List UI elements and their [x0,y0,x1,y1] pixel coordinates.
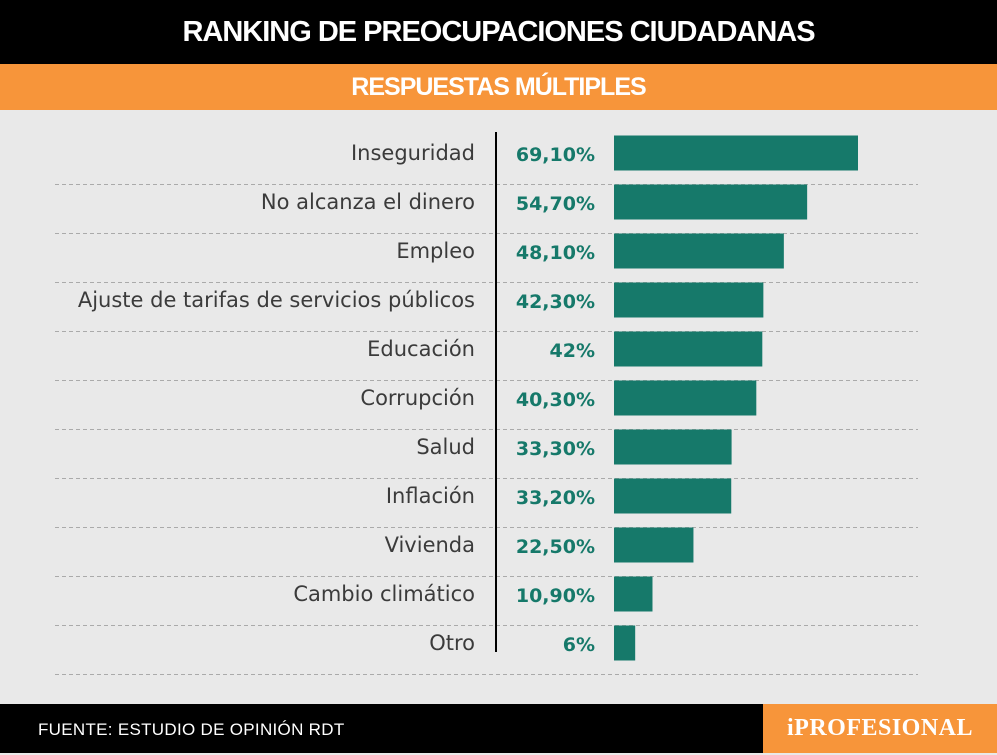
value-label: 33,30% [516,438,595,460]
value-label: 69,10% [516,144,595,166]
value-label: 42,30% [516,291,595,313]
subtitle-bar: RESPUESTAS MÚLTIPLES [0,64,997,110]
category-label: Ajuste de tarifas de servicios públicos [78,288,475,312]
bar [614,576,653,612]
category-label: Educación [367,337,475,361]
value-label: 10,90% [516,585,595,607]
category-label: Inflación [386,484,475,508]
bar [614,478,732,514]
category-label: Salud [416,435,475,459]
bar-chart: Inseguridad 69,10% No alcanza el dinero 54,… [55,132,918,675]
bar [614,527,694,563]
category-label: Cambio climático [293,582,475,606]
category-label: No alcanza el dinero [261,190,475,214]
bar [614,233,784,269]
category-label: Vivienda [385,533,475,557]
bar [614,625,636,661]
bar [614,380,757,416]
source-note: FUENTE: ESTUDIO DE OPINIÓN RDT [38,720,345,739]
category-label: Inseguridad [351,141,475,165]
value-label: 48,10% [516,242,595,264]
chart-title: RANKING DE PREOCUPACIONES CIUDADANAS [182,15,815,48]
header-bar: RANKING DE PREOCUPACIONES CIUDADANAS [0,0,997,64]
value-label: 54,70% [516,193,595,215]
value-label: 40,30% [516,389,595,411]
bar [614,184,808,220]
category-label: Empleo [396,239,475,263]
bar [614,331,763,367]
bar [614,429,732,465]
value-label: 33,20% [516,487,595,509]
footer-bar: FUENTE: ESTUDIO DE OPINIÓN RDT iPROFESIO… [0,704,997,753]
logo-box: iPROFESIONAL [763,704,997,753]
brand-logo: iPROFESIONAL [786,715,974,741]
value-label: 42% [550,340,595,362]
value-label: 6% [563,634,595,656]
category-label: Otro [429,631,475,655]
bar [614,282,764,318]
chart-subtitle: RESPUESTAS MÚLTIPLES [351,72,646,101]
bar [614,135,858,171]
category-label: Corrupción [360,386,475,410]
value-label: 22,50% [516,536,595,558]
